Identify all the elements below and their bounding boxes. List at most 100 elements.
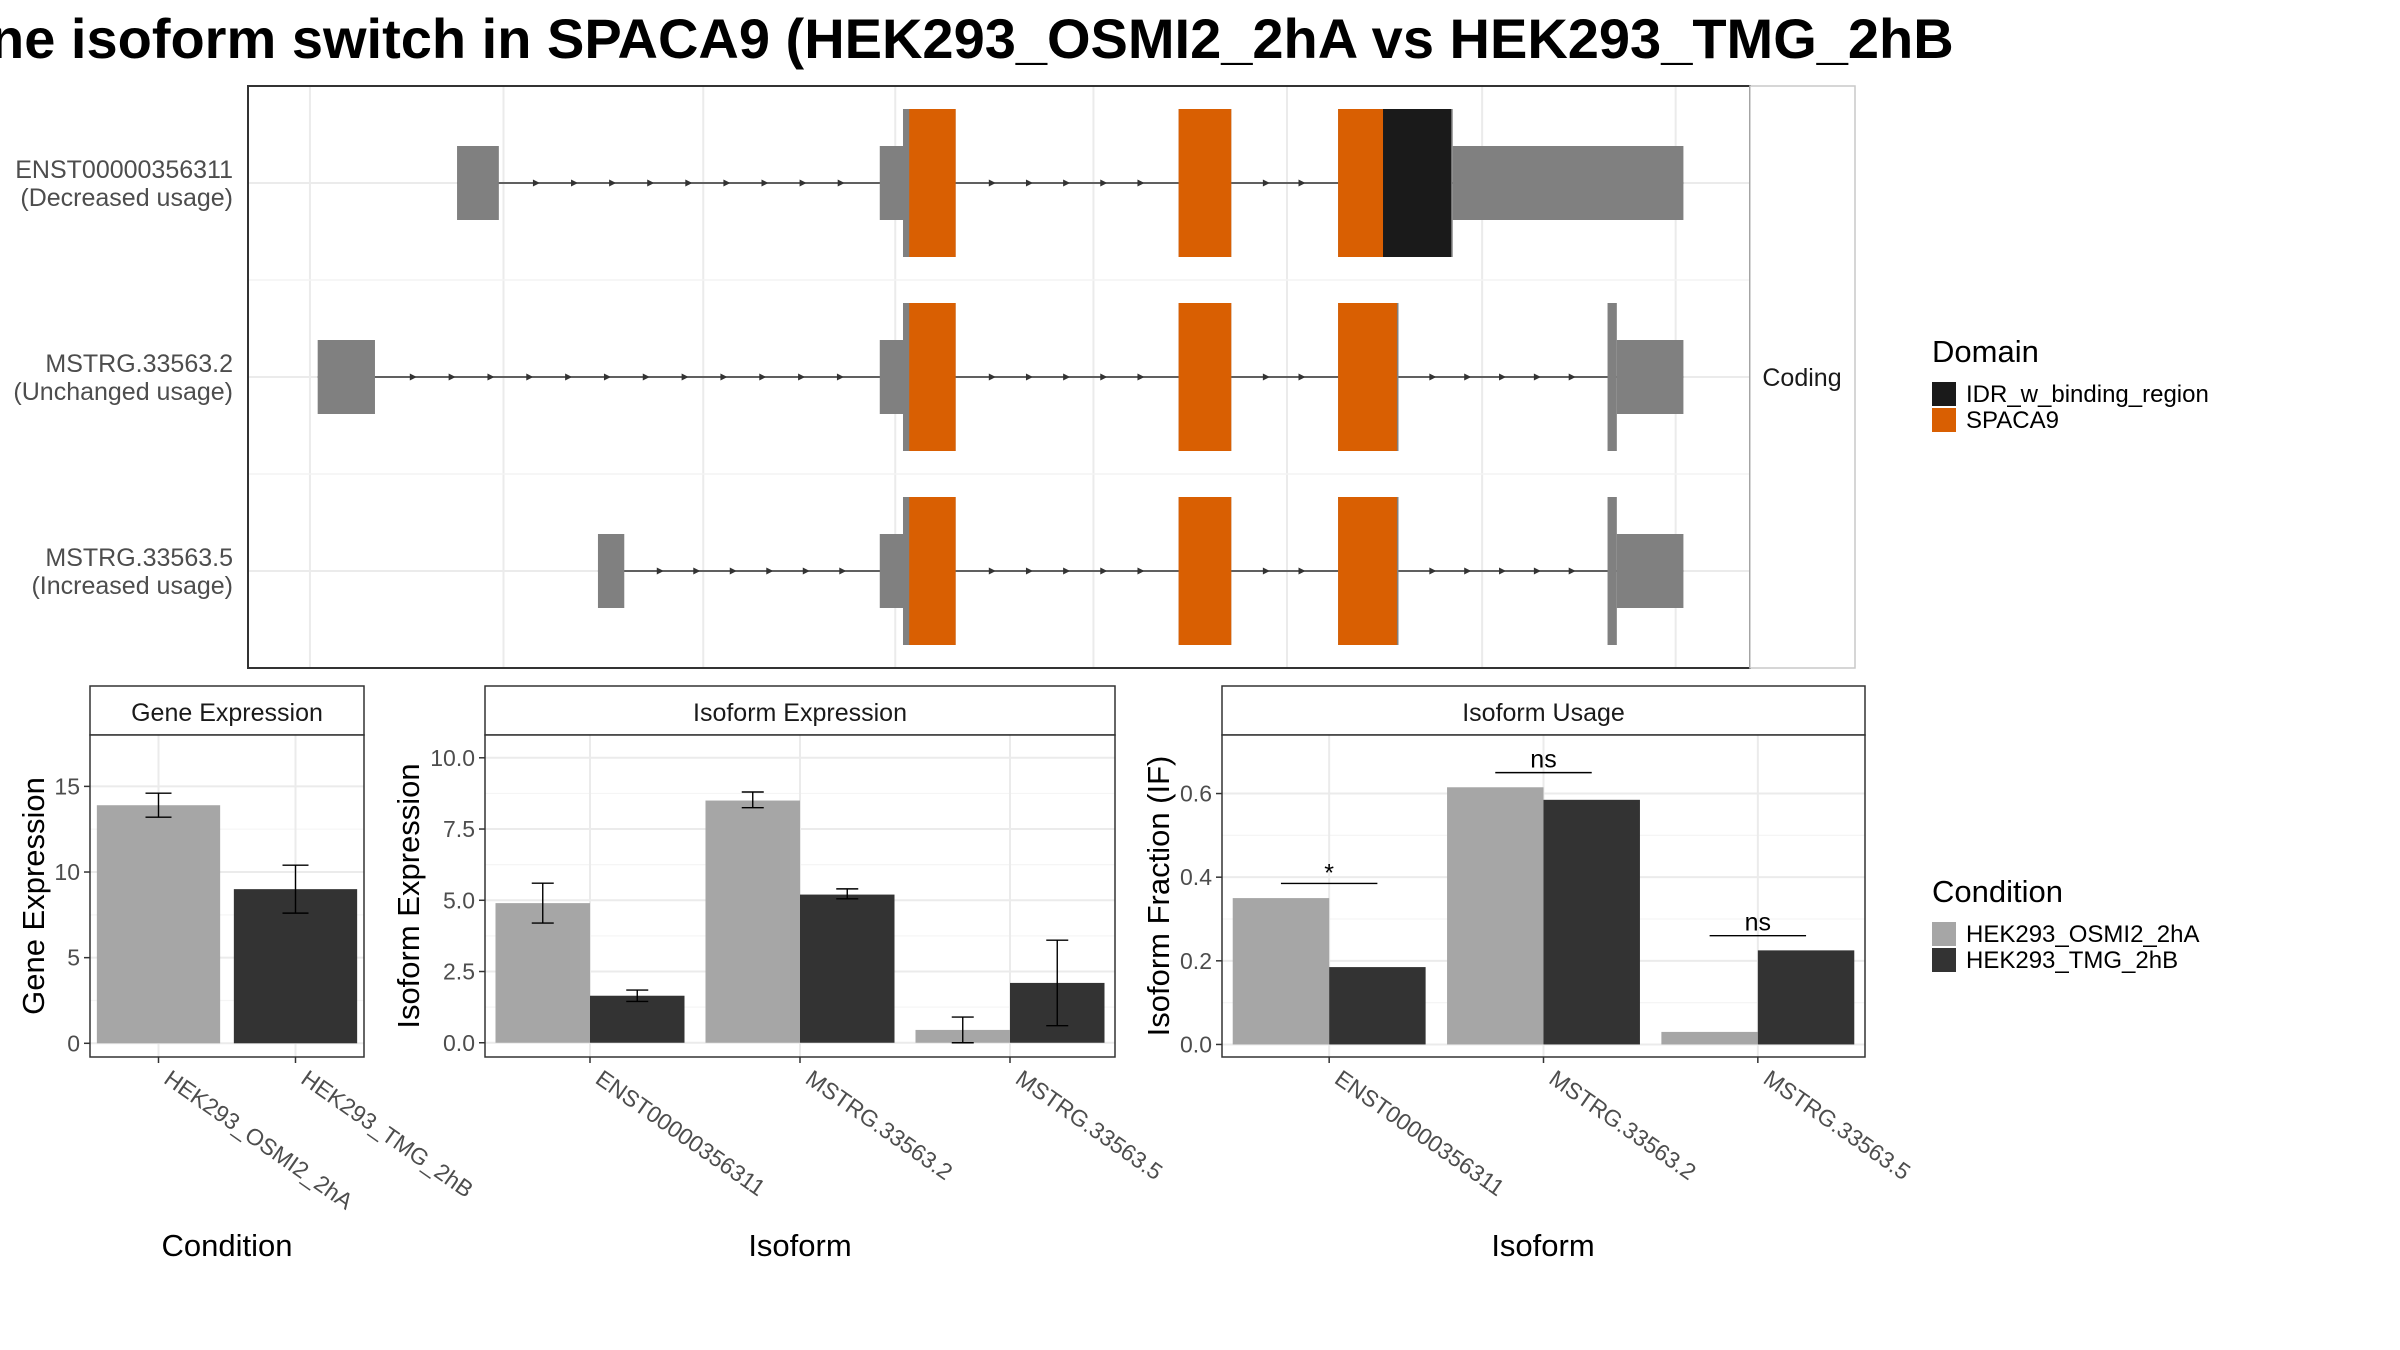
intron-arrow: [1568, 373, 1576, 381]
utr-exon: [1452, 146, 1684, 220]
utr-exon: [879, 534, 903, 608]
y-axis-title: Isoform Expression: [391, 763, 426, 1028]
intron-arrow: [723, 179, 731, 187]
panel-border: [1221, 734, 1866, 1058]
utr-exon: [1616, 534, 1684, 608]
condition-legend-label: HEK293_TMG_2hB: [1966, 947, 2178, 974]
utr-exon: [317, 340, 375, 414]
y-axis-title: Gene Expression: [16, 777, 51, 1015]
intron-arrow: [1025, 179, 1033, 187]
domain-spaca9: [1178, 303, 1232, 451]
transcript-row: [457, 109, 1684, 257]
domain-spaca9: [909, 497, 956, 645]
intron-arrow: [798, 373, 806, 381]
bar: [96, 805, 221, 1044]
intron-arrow: [1063, 567, 1071, 575]
panel-strip: [1221, 685, 1866, 736]
significance-label: *: [1324, 859, 1334, 887]
intron-arrow: [603, 373, 611, 381]
bar: [1757, 950, 1855, 1045]
significance-label: ns: [1530, 746, 1556, 774]
bar: [590, 995, 685, 1043]
intron-arrow: [1100, 179, 1108, 187]
bar: [1447, 787, 1544, 1045]
intron-arrow: [565, 373, 573, 381]
bar-panel-0: Gene Expression051015HEK293_OSMI2_2hAHEK…: [16, 685, 478, 1263]
intron-arrow: [571, 179, 579, 187]
intron-arrow: [1464, 373, 1472, 381]
y-tick-label: 0.6: [1180, 781, 1212, 807]
intron-arrow: [1429, 567, 1437, 575]
intron-arrow: [836, 373, 844, 381]
transcript-structure-panel: ENST00000356311(Decreased usage) MSTRG.33…: [13, 85, 1856, 669]
domain-legend-title: Domain: [1932, 334, 2039, 369]
intron-arrow: [1262, 567, 1270, 575]
panel-strip-title: Isoform Usage: [1462, 699, 1625, 727]
bar: [233, 889, 358, 1044]
intron-arrow: [1499, 373, 1507, 381]
coding-strip-label: Coding: [1762, 364, 1841, 392]
panel-border: [89, 734, 365, 1058]
intron-arrow: [802, 567, 810, 575]
significance-label: ns: [1745, 909, 1771, 937]
y-tick-label: 15: [54, 773, 80, 799]
x-axis-title: Isoform: [1491, 1228, 1594, 1263]
utr-exon: [597, 534, 625, 608]
intron-arrow: [720, 373, 728, 381]
bar: [495, 903, 590, 1043]
intron-arrow: [1464, 567, 1472, 575]
transcript-usage-label: (Unchanged usage): [13, 378, 233, 406]
intron-arrow: [1298, 179, 1306, 187]
utr-exon: [457, 146, 499, 220]
y-axis-title: Isoform Fraction (IF): [1141, 756, 1176, 1037]
y-tick-label: 10.0: [430, 745, 475, 771]
domain-legend-key: [1932, 408, 1956, 432]
intron-arrow: [1533, 567, 1541, 575]
intron-arrow: [1100, 373, 1108, 381]
intron-arrow: [837, 179, 845, 187]
intron-arrow: [1137, 567, 1145, 575]
transcript-usage-label: (Increased usage): [31, 572, 233, 600]
bar: [1329, 967, 1426, 1045]
transcript-row: [317, 303, 1684, 451]
intron-arrow: [1262, 179, 1270, 187]
domain-spaca9: [909, 109, 956, 257]
domain-spaca9: [1338, 497, 1397, 645]
y-tick-label: 7.5: [443, 816, 475, 842]
y-tick-label: 10: [54, 859, 80, 885]
intron-arrow: [766, 567, 774, 575]
intron-arrow: [1262, 373, 1270, 381]
bar: [1661, 1031, 1758, 1045]
panel-strip-title: Gene Expression: [131, 699, 323, 727]
intron-arrow: [532, 179, 540, 187]
intron-arrow: [1499, 567, 1507, 575]
panel-strip: [89, 685, 365, 736]
cds-exon: [1607, 303, 1617, 451]
x-axis-title: Condition: [162, 1228, 293, 1263]
intron-arrow: [1025, 567, 1033, 575]
y-tick-label: 0.4: [1180, 864, 1212, 890]
y-tick-label: 0: [67, 1030, 80, 1056]
intron-arrow: [1298, 567, 1306, 575]
condition-legend-title: Condition: [1932, 874, 2063, 909]
transcript-usage-label: (Decreased usage): [20, 184, 233, 212]
y-tick-label: 0.2: [1180, 948, 1212, 974]
bar: [705, 800, 800, 1043]
intron-arrow: [1100, 567, 1108, 575]
domain-spaca9: [1178, 109, 1232, 257]
y-tick-label: 0.0: [443, 1030, 475, 1056]
domain-spaca9: [1338, 109, 1384, 257]
domain-legend-key: [1932, 382, 1956, 406]
intron-arrow: [609, 179, 617, 187]
cds-exon: [1607, 497, 1617, 645]
intron-arrow: [1063, 179, 1071, 187]
transcript-row: [597, 497, 1684, 645]
intron-arrow: [526, 373, 534, 381]
intron-arrow: [642, 373, 650, 381]
y-tick-label: 5.0: [443, 887, 475, 913]
intron-arrow: [693, 567, 701, 575]
intron-arrow: [839, 567, 847, 575]
intron-arrow: [1298, 373, 1306, 381]
